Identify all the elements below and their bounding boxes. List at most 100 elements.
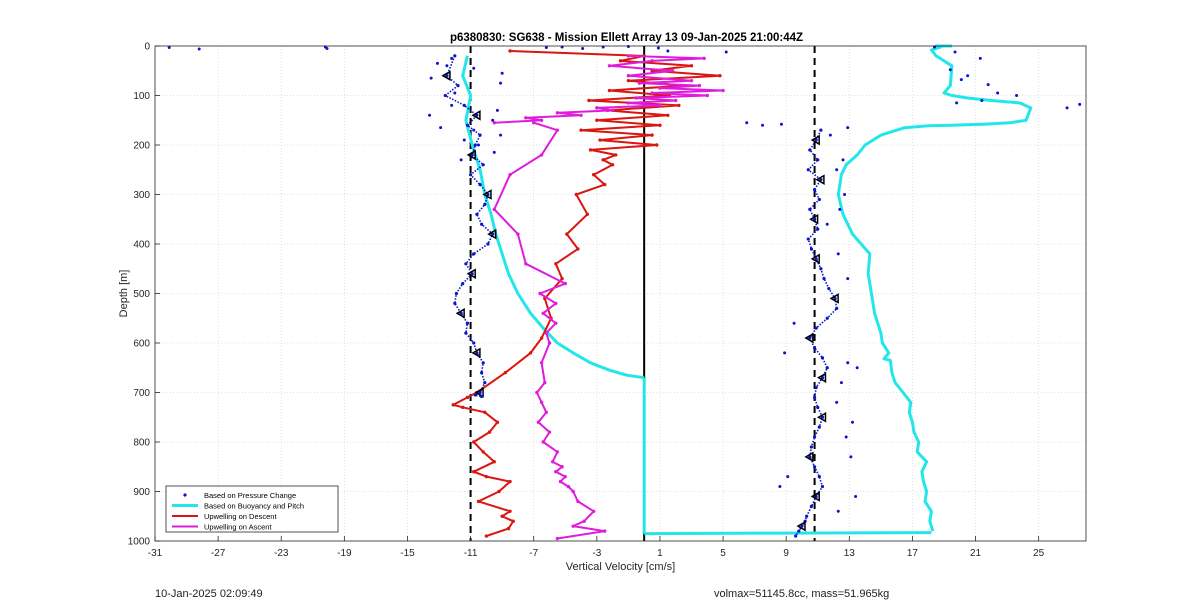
data-point xyxy=(472,341,476,345)
data-point xyxy=(571,524,575,528)
data-point xyxy=(800,524,804,528)
data-point xyxy=(544,410,549,414)
data-point xyxy=(486,242,490,246)
data-point xyxy=(480,222,484,226)
data-point xyxy=(809,247,814,251)
series-upwelling-ascent xyxy=(492,54,725,541)
data-point xyxy=(980,98,984,102)
data-point xyxy=(579,113,583,118)
data-point xyxy=(702,56,706,61)
data-point xyxy=(966,74,970,78)
data-point xyxy=(555,536,560,541)
data-point xyxy=(794,534,798,538)
data-point xyxy=(846,126,850,130)
data-point xyxy=(428,113,432,117)
data-point xyxy=(809,504,814,508)
data-point xyxy=(626,101,631,105)
data-point xyxy=(429,76,433,80)
data-point xyxy=(836,252,840,256)
data-point xyxy=(650,59,654,63)
data-point xyxy=(817,425,821,429)
data-point xyxy=(607,64,612,68)
triangle-marker xyxy=(471,347,481,359)
data-point xyxy=(544,45,548,49)
legend-label: Upwelling on Ascent xyxy=(204,523,272,532)
data-point xyxy=(658,123,662,127)
data-point xyxy=(566,484,571,489)
data-point xyxy=(464,262,468,266)
data-point xyxy=(495,420,500,424)
data-point xyxy=(492,207,496,212)
data-point xyxy=(626,44,630,48)
data-point xyxy=(825,366,829,370)
data-point xyxy=(819,178,823,182)
data-point xyxy=(558,479,563,484)
data-point xyxy=(846,361,850,365)
data-point xyxy=(541,440,545,444)
data-point xyxy=(554,301,558,306)
data-point xyxy=(508,479,512,484)
x-tick-label: -31 xyxy=(148,548,163,559)
data-point xyxy=(820,356,825,360)
data-point xyxy=(582,519,586,523)
data-point xyxy=(478,133,482,137)
x-axis-ticks: -31 -27 -23 -19 -15 -11 -7 -3 1 5 9 13 17 21 25 xyxy=(148,536,1045,559)
y-tick-label: 300 xyxy=(133,190,150,201)
data-point xyxy=(835,400,839,404)
data-point xyxy=(445,74,449,78)
y-tick-label: 1000 xyxy=(128,537,151,548)
data-point xyxy=(539,118,544,122)
data-point xyxy=(850,420,854,424)
data-point xyxy=(812,435,817,439)
data-point xyxy=(689,64,694,68)
x-tick-label: -3 xyxy=(592,548,601,559)
data-point xyxy=(689,78,694,83)
data-point xyxy=(516,232,520,236)
data-point xyxy=(465,321,470,325)
data-point xyxy=(996,91,1000,95)
triangle-marker xyxy=(804,451,814,463)
data-point xyxy=(481,163,485,167)
legend-box xyxy=(165,485,339,533)
data-point xyxy=(666,113,670,118)
data-point xyxy=(480,394,484,399)
triangle-marker xyxy=(816,372,827,383)
data-point xyxy=(948,68,952,72)
footer-volmax-mass: volmax=51145.8cc, mass=51.965kg xyxy=(714,588,890,600)
data-point xyxy=(637,81,642,85)
data-point xyxy=(491,232,495,236)
data-point xyxy=(783,351,787,355)
data-point xyxy=(555,450,560,454)
data-point xyxy=(453,91,457,95)
data-point xyxy=(595,106,599,110)
x-tick-label: -7 xyxy=(529,548,538,559)
data-point xyxy=(473,143,477,147)
data-point xyxy=(595,118,599,122)
data-point xyxy=(666,49,670,53)
data-point xyxy=(484,534,489,538)
data-point xyxy=(524,116,528,120)
data-point xyxy=(805,514,809,518)
data-point xyxy=(487,430,492,434)
data-point xyxy=(325,46,329,50)
data-point xyxy=(472,470,476,474)
data-point xyxy=(543,380,547,385)
footer-timestamp: 10-Jan-2025 02:09:49 xyxy=(155,588,263,600)
data-point xyxy=(1078,102,1082,106)
legend-label: Based on Pressure Change xyxy=(204,491,296,500)
data-point xyxy=(792,321,796,325)
data-point xyxy=(571,489,575,494)
data-point xyxy=(554,321,558,325)
data-point xyxy=(453,301,457,305)
data-point xyxy=(511,519,515,523)
data-point xyxy=(955,101,959,105)
x-tick-label: 13 xyxy=(844,548,856,559)
data-point xyxy=(816,405,820,409)
y-tick-label: 100 xyxy=(133,91,150,102)
legend: Based on Pressure Change Based on Buoyanc… xyxy=(165,485,339,533)
data-point xyxy=(634,96,638,100)
data-point xyxy=(953,50,957,54)
data-point xyxy=(828,133,832,137)
triangle-marker xyxy=(816,411,827,423)
triangle-marker xyxy=(796,520,806,532)
